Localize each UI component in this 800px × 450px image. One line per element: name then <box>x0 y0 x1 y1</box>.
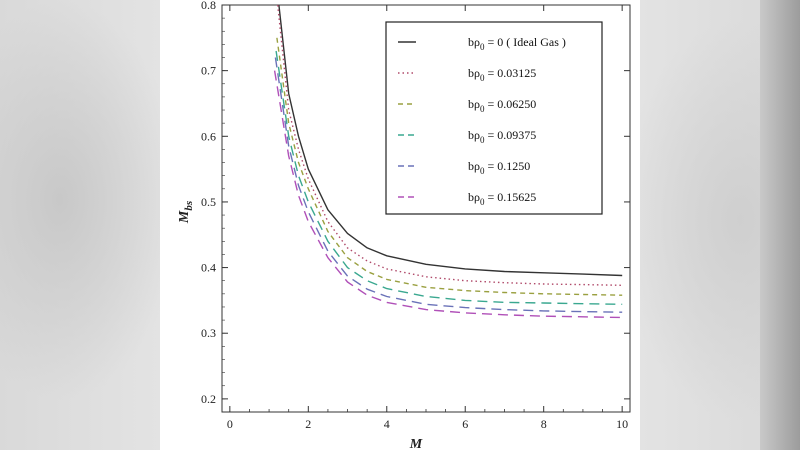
y-tick-label: 0.4 <box>201 261 216 275</box>
series-line-3 <box>275 50 623 305</box>
y-axis-title: Mbs <box>177 201 195 224</box>
x-axis-title: M <box>409 437 423 450</box>
right-edge-strip <box>760 0 800 450</box>
x-tick-label: 2 <box>305 417 311 431</box>
y-tick-label: 0.5 <box>201 195 216 209</box>
y-tick-label: 0.8 <box>201 0 216 12</box>
legend-box <box>385 21 603 215</box>
series-line-0 <box>278 5 623 277</box>
legend-label-0: bρ0 = 0 ( Ideal Gas ) <box>468 35 566 52</box>
y-tick-label: 0.6 <box>201 129 216 143</box>
legend-label-4: bρ0 = 0.1250 <box>468 159 530 176</box>
x-tick-label: 8 <box>541 417 547 431</box>
x-tick-label: 10 <box>616 417 628 431</box>
x-tick-label: 4 <box>384 417 390 431</box>
y-tick-label: 0.2 <box>201 392 216 406</box>
x-tick-label: 6 <box>462 417 468 431</box>
y-tick-label: 0.7 <box>201 64 216 78</box>
series-line-4 <box>274 57 623 313</box>
legend-label-3: bρ0 = 0.09375 <box>468 128 536 145</box>
y-tick-label: 0.3 <box>201 326 216 340</box>
legend-label-1: bρ0 = 0.03125 <box>468 66 536 83</box>
legend-label-5: bρ0 = 0.15625 <box>468 190 536 207</box>
series-line-5 <box>273 70 623 319</box>
x-tick-label: 0 <box>227 417 233 431</box>
legend-label-2: bρ0 = 0.06250 <box>468 97 536 114</box>
